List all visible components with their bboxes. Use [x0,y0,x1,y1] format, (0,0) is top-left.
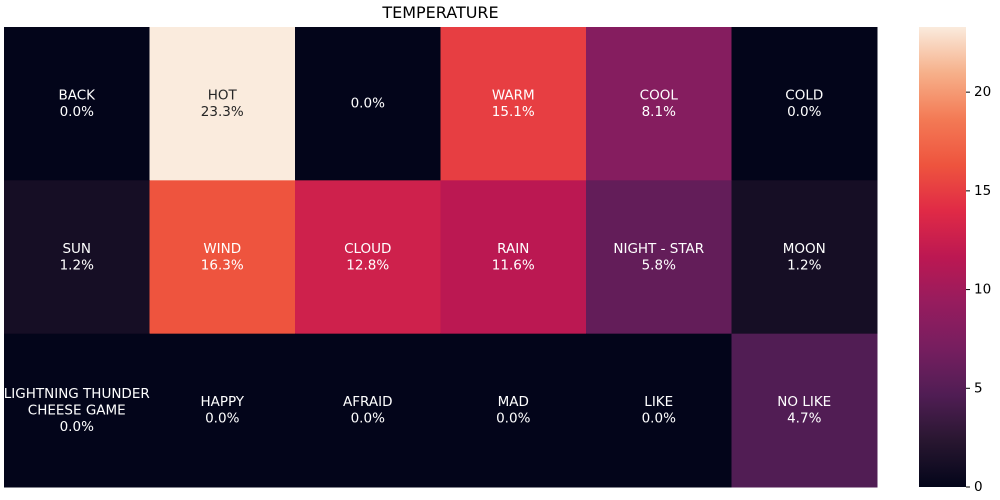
cell-annotation: AFRAID 0.0% [343,394,392,427]
cell-label: COLD [785,87,823,103]
cell-annotation: RAIN 11.6% [492,241,535,274]
cell-annotation: MOON 1.2% [783,241,826,274]
heatmap-cell [440,27,587,181]
cell-value: 0.0% [351,411,385,427]
cell-label: NIGHT - STAR [613,241,704,257]
colorbar-tick-label: 10 [974,282,991,298]
colorbar-tick-label: 20 [974,84,991,100]
heatmap-cells [4,27,878,488]
cell-label: HOT [208,87,238,103]
cell-label: COOL [640,87,679,103]
cell-annotation: LIKE 0.0% [642,394,676,427]
cell-label: WARM [492,87,535,103]
heatmap-cell [4,180,150,335]
cell-annotation: 0.0% [351,96,385,112]
cell-annotation: HOT 23.3% [201,87,244,120]
cell-label: CLOUD [344,241,391,257]
cell-value: 23.3% [201,104,244,120]
colorbar-tick-label: 15 [974,183,991,199]
cell-value: 0.0% [496,411,530,427]
cell-label: AFRAID [343,394,392,410]
cell-value: 0.0% [60,419,94,435]
cell-annotation: BACK 0.0% [58,87,96,120]
cell-label: LIKE [644,394,673,410]
heatmap-cell [731,27,878,181]
cell-annotation: NO LIKE 4.7% [777,394,831,427]
cell-annotation: MAD 0.0% [496,394,530,427]
heatmap-cell [149,27,296,181]
cell-label: RAIN [497,241,529,257]
cell-value: 15.1% [492,104,535,120]
cell-value: 0.0% [787,104,821,120]
heatmap-cell [586,27,732,181]
heatmap-cell [149,180,296,335]
heatmap-cell [4,27,150,181]
cell-value: 0.0% [205,411,239,427]
cell-value: 0.0% [351,96,385,112]
cell-annotation: WIND 16.3% [201,241,244,274]
colorbar [919,27,966,487]
cell-label: WIND [203,241,241,257]
heatmap-cell [586,333,732,488]
cell-label: SUN [62,241,91,257]
cell-annotation: COLD 0.0% [785,87,823,120]
cell-label: NO LIKE [777,394,831,410]
cell-annotation: NIGHT - STAR 5.8% [613,241,704,274]
heatmap-cell [4,333,150,488]
cell-value: 11.6% [492,257,535,273]
cell-value: 4.7% [787,411,821,427]
cell-value: 16.3% [201,257,244,273]
chart-title: TEMPERATURE [382,3,499,22]
cell-label: MAD [498,394,529,410]
cell-value: 8.1% [642,104,676,120]
heatmap-cell [440,333,587,488]
cell-label: HAPPY [200,394,244,410]
cell-annotation: COOL 8.1% [640,87,679,120]
heatmap-cell [731,180,878,335]
cell-annotation: LIGHTNING THUNDER CHEESE GAME 0.0% [4,386,150,435]
cell-value: 1.2% [787,257,821,273]
cell-annotation: CLOUD 12.8% [344,241,391,274]
cell-annotation: WARM 15.1% [492,87,535,120]
cell-label: CHEESE GAME [28,402,126,418]
cell-value: 0.0% [642,411,676,427]
heatmap-cell [149,333,296,488]
cell-value: 5.8% [642,257,676,273]
heatmap-cell [295,180,441,335]
cell-value: 12.8% [346,257,389,273]
heatmap-cell [295,333,441,488]
cell-annotation: SUN 1.2% [60,241,94,274]
heatmap-cell [295,27,441,181]
cell-label: BACK [58,87,96,103]
heatmap-cell [586,180,732,335]
colorbar-tick-label: 0 [974,479,983,495]
heatmap-cell [440,180,587,335]
cell-label: LIGHTNING THUNDER [4,386,150,402]
cell-annotation: HAPPY 0.0% [200,394,244,427]
cell-value: 0.0% [60,104,94,120]
cell-label: MOON [783,241,826,257]
cell-value: 1.2% [60,257,94,273]
colorbar-tick-label: 5 [974,380,983,396]
heatmap-cell [731,333,878,488]
